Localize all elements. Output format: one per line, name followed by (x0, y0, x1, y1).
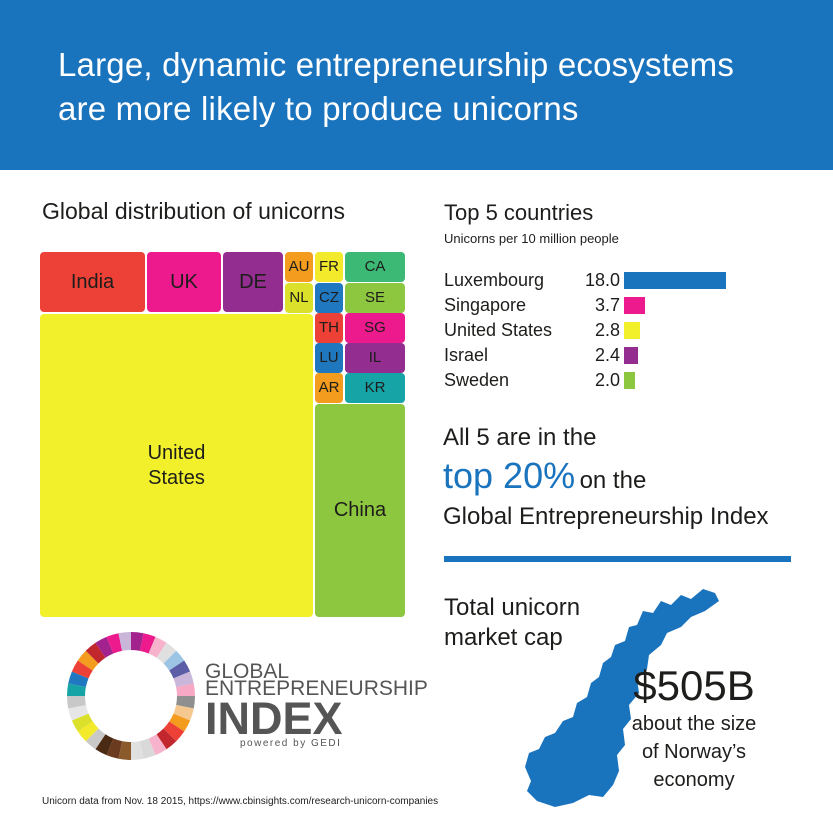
logo-ring-segment (68, 704, 89, 721)
treemap-tile-lu: LU (315, 343, 343, 373)
logo-ring-segment (95, 636, 114, 658)
logo-ring-segment (71, 713, 93, 732)
callout-line-2: top 20% on the (443, 455, 646, 497)
logo-ring-segment (118, 741, 131, 760)
bar-value-label: 18.0 (584, 270, 620, 290)
logo-ring-segment (176, 683, 195, 696)
comparison-line-2: of Norway’s (641, 741, 747, 763)
logo-ring-segment (148, 636, 167, 658)
headline-line-1: Large, dynamic entrepreneurship ecosyste… (58, 46, 735, 83)
treemap-tile-sg: SG (345, 313, 405, 343)
logo-ring-segment (67, 696, 86, 709)
market-cap-label-2: market cap (444, 624, 563, 651)
logo-line-4: powered by GEDI (240, 738, 342, 749)
logo-ring-segment (77, 721, 99, 742)
top5-subtitle: Unicorns per 10 million people (444, 231, 619, 246)
logo-ring-segment (163, 650, 185, 671)
logo-ring-segment (139, 738, 156, 759)
treemap-tile-fr: FR (315, 252, 343, 282)
bar (624, 272, 726, 289)
bar-value-label: 2.4 (594, 345, 620, 365)
bar (624, 372, 635, 389)
logo-ring-segment (169, 713, 191, 732)
logo-ring-segment (156, 642, 177, 664)
comparison-line-3: economy (653, 769, 735, 791)
logo-ring-segment (77, 650, 99, 671)
logo-ring-segment (67, 683, 86, 696)
logo-ring-segment (173, 704, 194, 721)
treemap-tile-china: China (315, 404, 405, 617)
source-footnote: Unicorn data from Nov. 18 2015, https://… (42, 796, 439, 807)
callout-line-1: All 5 are in the (443, 424, 597, 451)
bar (624, 297, 645, 314)
logo-line-2: ENTREPRENEURSHIP (205, 677, 428, 700)
logo-line-3: INDEX (205, 693, 343, 744)
logo-ring-segment (173, 671, 194, 688)
bar (624, 322, 640, 339)
gei-logo-ring-icon (67, 632, 195, 760)
logo-line-1: GLOBAL (205, 660, 290, 683)
logo-ring-segment (169, 660, 191, 679)
logo-ring-segment (106, 738, 123, 759)
market-cap-label-1: Total unicorn (444, 594, 581, 621)
bar-label: Sweden (444, 370, 510, 390)
treemap-tile-cz: CZ (315, 283, 343, 313)
logo-ring-segment (68, 671, 89, 688)
logo-ring-segment (139, 633, 156, 654)
treemap-tile-il: IL (345, 343, 405, 373)
logo-ring-segment (95, 734, 114, 756)
top5-title: Top 5 countries (444, 200, 594, 225)
bar-value-label: 2.8 (594, 320, 620, 340)
bar-label: United States (444, 320, 553, 340)
treemap-tile-uk: UK (147, 252, 221, 312)
treemap-title: Global distribution of unicorns (42, 198, 345, 224)
callout-line-2-rest: on the (579, 467, 647, 494)
treemap-tile-au: AU (285, 252, 313, 282)
logo-ring-segment (156, 728, 177, 750)
treemap-tile-se: SE (345, 283, 405, 313)
headline-line-2: are more likely to produce unicorns (58, 90, 579, 127)
bar (624, 347, 638, 364)
treemap-tile-india: India (40, 252, 145, 312)
market-cap-amount: $505B (633, 662, 755, 709)
treemap-tile-ar: AR (315, 373, 343, 403)
logo-ring-segment (106, 633, 123, 654)
logo-ring-segment (85, 642, 106, 664)
logo-ring-segment (131, 741, 144, 760)
logo-ring-segment (118, 632, 131, 651)
bar-label: Singapore (444, 295, 527, 315)
logo-ring-segment (163, 721, 185, 742)
norway-map-icon (525, 589, 719, 807)
logo-ring-segment (71, 660, 93, 679)
treemap-tile-de: DE (223, 252, 283, 312)
comparison-line-1: about the size (631, 713, 757, 735)
bar-value-label: 3.7 (594, 295, 620, 315)
header-banner: Large, dynamic entrepreneurship ecosyste… (0, 0, 833, 170)
callout-highlight: top 20% (443, 455, 576, 496)
treemap-tile-kr: KR (345, 373, 405, 403)
logo-ring-segment (131, 632, 144, 651)
treemap-tile-united-states: United States (40, 314, 313, 617)
treemap-tile-th: TH (315, 313, 343, 343)
treemap-tile-ca: CA (345, 252, 405, 282)
bar-value-label: 2.0 (594, 370, 620, 390)
callout-line-3: Global Entrepreneurship Index (443, 503, 769, 530)
treemap-tile-nl: NL (285, 283, 313, 313)
logo-ring-segment (148, 734, 167, 756)
bar-label: Luxembourg (444, 270, 545, 290)
bar-label: Israel (444, 345, 489, 365)
logo-ring-segment (85, 728, 106, 750)
section-divider (444, 556, 791, 562)
logo-ring-segment (176, 696, 195, 709)
